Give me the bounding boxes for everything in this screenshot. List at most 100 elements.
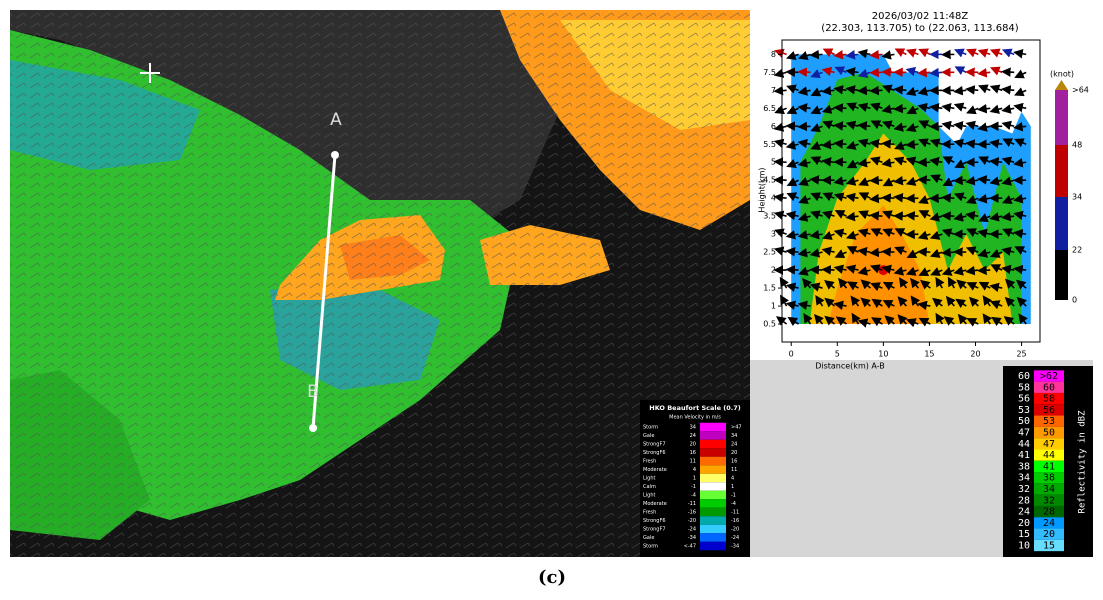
wind-arrow: [821, 85, 835, 96]
legend-low: 4: [693, 467, 696, 473]
x-tick-label: 25: [1016, 350, 1026, 359]
point-label: A: [330, 110, 342, 130]
wind-arrow: [917, 230, 931, 240]
wind-arrow: [810, 123, 823, 133]
wind-arrow: [956, 279, 967, 290]
legend-swatch: [700, 456, 726, 466]
wind-arrow: [810, 105, 823, 115]
legend-high: -1: [731, 493, 736, 499]
wind-arrow: [882, 120, 895, 130]
wind-arrow: [1004, 278, 1016, 289]
wind-arrow: [882, 300, 895, 309]
y-tick-label: 2: [771, 266, 776, 275]
legend-low: -20: [688, 518, 696, 524]
wind-arrow: [881, 139, 895, 149]
wind-arrow: [977, 122, 991, 132]
wind-arrow: [857, 85, 871, 96]
wind-arrow: [929, 138, 943, 148]
wind-arrow: [989, 300, 1003, 310]
legend-name: StrongF7: [643, 527, 666, 533]
wind-arrow: [906, 249, 919, 259]
legend-high: -11: [731, 510, 739, 516]
legend-low: 16: [690, 450, 696, 456]
wind-arrow: [833, 264, 847, 274]
wind-arrow: [953, 121, 967, 131]
legend-swatch: [700, 541, 726, 551]
legend-left: 47: [1018, 428, 1030, 439]
wind-arrow: [966, 282, 979, 291]
legend-right: 53: [1043, 416, 1055, 427]
wind-arrow: [797, 103, 811, 113]
wind-arrow: [882, 210, 895, 220]
wind-arrow: [989, 176, 1003, 186]
wind-arrow: [989, 138, 1003, 149]
legend-high: -20: [731, 527, 739, 533]
wind-arrow: [869, 247, 883, 258]
wind-arrow: [833, 300, 847, 311]
wind-arrow: [787, 316, 800, 327]
x-tick-label: 15: [924, 350, 934, 359]
legend-name: Gale: [643, 433, 654, 439]
legend-swatch: [700, 431, 726, 440]
legend-high: -16: [731, 518, 739, 524]
wind-arrow: [858, 210, 871, 220]
wind-arrow: [978, 156, 991, 166]
wind-arrow: [935, 276, 945, 289]
wind-arrow: [810, 69, 823, 79]
wind-arrow: [786, 192, 799, 202]
wind-arrow: [834, 210, 847, 219]
wind-label: 22: [1072, 246, 1082, 255]
wind-arrow: [809, 248, 823, 258]
y-tick-label: 6.5: [763, 104, 776, 113]
echo-core: [878, 265, 889, 276]
wind-arrow: [982, 295, 993, 307]
wind-arrow: [1013, 194, 1027, 204]
legend-swatch: [1034, 460, 1064, 473]
wind-arrow: [905, 122, 919, 132]
wind-arrow: [821, 66, 835, 77]
legend-name: Storm: [643, 425, 658, 431]
wind-arrow: [893, 103, 907, 114]
wind-arrow: [1013, 228, 1027, 239]
y-tick-label: 4.5: [763, 176, 776, 185]
wind-arrow: [797, 300, 811, 311]
wind-arrow: [989, 212, 1003, 222]
wind-arrow: [1001, 264, 1015, 275]
wind-arrow: [989, 104, 1003, 114]
wind-arrow: [797, 121, 811, 132]
wind-arrow: [833, 228, 847, 238]
wind-arrow: [1013, 158, 1027, 168]
wind-arrow: [797, 212, 811, 222]
wind-arrow: [978, 213, 991, 222]
wind-arrow: [1002, 228, 1015, 238]
wind-arrow: [917, 300, 931, 311]
wind-arrow: [1013, 102, 1027, 113]
wind-arrow: [929, 248, 943, 258]
cross-section: 0 5 10 15 20 25 0.5 1 1.5 2 2.5 3 3.5 4 4.5 5 5.5 6 6.5 7 7.…: [763, 39, 1041, 359]
wind-arrow: [798, 266, 811, 276]
wind-arrow: [810, 156, 823, 166]
legend-low: -16: [688, 510, 696, 516]
wind-unit: (knot): [1050, 70, 1074, 79]
wind-arrow: [977, 193, 991, 204]
wind-arrow: [785, 140, 799, 150]
wind-arrow: [822, 192, 835, 202]
wind-arrow: [897, 314, 908, 325]
wind-arrow: [918, 138, 931, 148]
wind-arrow: [965, 175, 979, 186]
wind-arrow: [1014, 87, 1027, 97]
legend-left: 20: [1018, 518, 1030, 529]
legend-left: 58: [1018, 382, 1030, 393]
y-tick-label: 2.5: [763, 248, 776, 257]
legend-left: 34: [1018, 473, 1030, 484]
wind-arrow: [845, 230, 859, 240]
legend-left: 10: [1018, 541, 1030, 552]
wind-arrow: [935, 312, 945, 325]
wind-arrow: [966, 105, 979, 115]
wind-arrow: [845, 264, 859, 274]
wind-arrow: [953, 266, 967, 276]
wind-arrow: [824, 315, 836, 326]
wind-arrow: [1013, 264, 1027, 275]
legend-name: Moderate: [643, 467, 667, 473]
wind-arrow: [834, 66, 847, 76]
